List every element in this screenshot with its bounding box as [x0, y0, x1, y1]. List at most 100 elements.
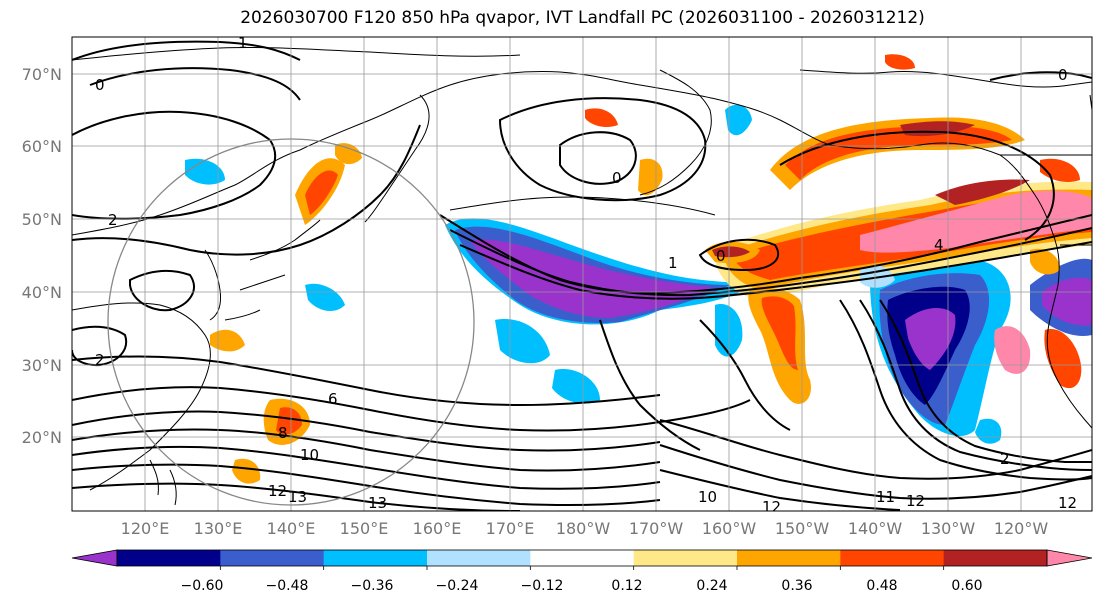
korea-coast	[204, 249, 221, 321]
lat-label: 30°N	[22, 356, 62, 375]
lon-label: 130°E	[194, 519, 243, 538]
contour-line	[698, 238, 780, 272]
colorbar-bin	[427, 550, 531, 566]
contour-line	[72, 445, 661, 490]
lat-label: 60°N	[22, 137, 62, 156]
colorbar-tick-label: −0.24	[436, 578, 479, 594]
positive-west-20n-red	[276, 407, 302, 435]
asia-coast	[72, 71, 721, 236]
contour-line	[89, 67, 301, 101]
contour-line	[659, 444, 1092, 500]
colorbar-tick-label: −0.12	[521, 578, 564, 594]
contour-line	[859, 299, 1092, 471]
colorbar: −0.60 −0.48 −0.36 −0.24 −0.12 0.12 0.24 …	[71, 549, 1093, 594]
contour-line	[599, 319, 701, 451]
colorbar-bin	[737, 550, 841, 566]
lon-label: 150°W	[775, 519, 830, 538]
contour-label: 6	[328, 390, 338, 408]
japan-islands	[224, 219, 321, 321]
positive-arctic	[885, 54, 915, 70]
colorbar-bin	[943, 550, 1048, 566]
ivt-contours	[72, 40, 1092, 511]
contour-label: 11	[876, 488, 895, 506]
kamchatka-coast	[364, 94, 430, 223]
lon-label: 120°W	[994, 519, 1049, 538]
positive-river-darkred	[935, 179, 1030, 205]
lon-label: 150°E	[340, 519, 389, 538]
contour-label: 2	[108, 211, 118, 229]
positive-mexico	[1044, 329, 1082, 389]
colorbar-tick-label: −0.48	[266, 578, 309, 594]
contour-line	[839, 299, 1092, 481]
lon-label: 140°E	[267, 519, 316, 538]
contour-label: 1	[668, 254, 678, 272]
contour-label: 10	[300, 446, 319, 464]
contour-label: 12	[268, 482, 287, 500]
lat-label: 40°N	[22, 283, 62, 302]
lon-label: 170°W	[629, 519, 684, 538]
contour-label: 13	[288, 488, 307, 506]
colorbar-ticks: −0.60 −0.48 −0.36 −0.24 −0.12 0.12 0.24 …	[181, 578, 983, 594]
colorbar-bin	[117, 550, 221, 566]
graticule	[72, 37, 1092, 511]
positive-yellowsea	[210, 329, 245, 352]
colorbar-bin	[220, 550, 325, 566]
lon-label: 170°E	[486, 519, 535, 538]
latitude-labels: 70°N 60°N 50°N 40°N 30°N 20°N	[22, 65, 62, 447]
negative-east-purple	[905, 308, 956, 370]
contour-label-group: 1 0 2 0 0 1 0 4 2 6 8 10 12 13 13 10 12 …	[95, 34, 1077, 516]
map-frame	[71, 36, 1093, 512]
contour-label: 1	[238, 34, 248, 52]
contour-line	[449, 227, 1092, 297]
negative-se	[975, 418, 1002, 444]
lat-label: 70°N	[22, 65, 62, 84]
contour-label: 4	[934, 236, 944, 254]
map-title: 2026030700 F120 850 hPa qvapor, IVT Land…	[240, 8, 925, 28]
contour-line	[72, 40, 301, 61]
region-circle	[107, 138, 475, 506]
lon-label: 140°W	[848, 519, 903, 538]
colorbar-tick-label: 0.60	[951, 578, 982, 594]
contour-line	[72, 124, 421, 256]
longitude-labels: 120°E 130°E 140°E 150°E 160°E 170°E 180°…	[121, 519, 1049, 538]
colorbar-bin	[323, 550, 428, 566]
positive-alaska-arc-red	[785, 125, 1012, 180]
contour-label: 12	[762, 498, 781, 516]
contour-label: 0	[716, 247, 726, 265]
negative-japan-east	[305, 283, 345, 312]
contour-line	[72, 386, 751, 432]
lon-label: 160°W	[702, 519, 757, 538]
colorbar-bin	[530, 550, 635, 566]
contour-label: 2	[95, 351, 105, 369]
lon-label: 130°W	[921, 519, 976, 538]
contour-label: 12	[1058, 494, 1077, 512]
contour-line	[72, 428, 661, 472]
contour-line	[72, 463, 661, 506]
bering-coast	[639, 69, 712, 196]
contour-line	[129, 269, 195, 312]
colorbar-bin	[840, 550, 945, 566]
positive-160w-core	[712, 246, 750, 258]
positive-river-pink	[860, 190, 1092, 253]
contour-label: 0	[95, 76, 105, 94]
lon-label: 120°E	[121, 519, 170, 538]
colorbar-bin	[633, 550, 738, 566]
colorbar-tick-label: −0.36	[351, 578, 394, 594]
philippines	[149, 459, 177, 506]
colorbar-outline	[116, 549, 1048, 567]
colorbar-bins	[71, 549, 1093, 570]
contour-line	[989, 71, 1092, 81]
colorbar-tick-label: 0.36	[781, 578, 812, 594]
positive-south-china	[232, 458, 261, 484]
us-west-coast	[1046, 284, 1092, 429]
negative-central-blob	[495, 319, 550, 364]
contour-line	[72, 355, 661, 407]
colorbar-tick-label: −0.60	[181, 578, 224, 594]
positive-japan-red	[305, 170, 338, 215]
contour-line	[72, 110, 277, 220]
negative-coast-core	[1042, 277, 1092, 326]
negative-south-blob	[552, 369, 600, 404]
lon-label: 180°W	[556, 519, 611, 538]
contour-line	[72, 325, 128, 367]
